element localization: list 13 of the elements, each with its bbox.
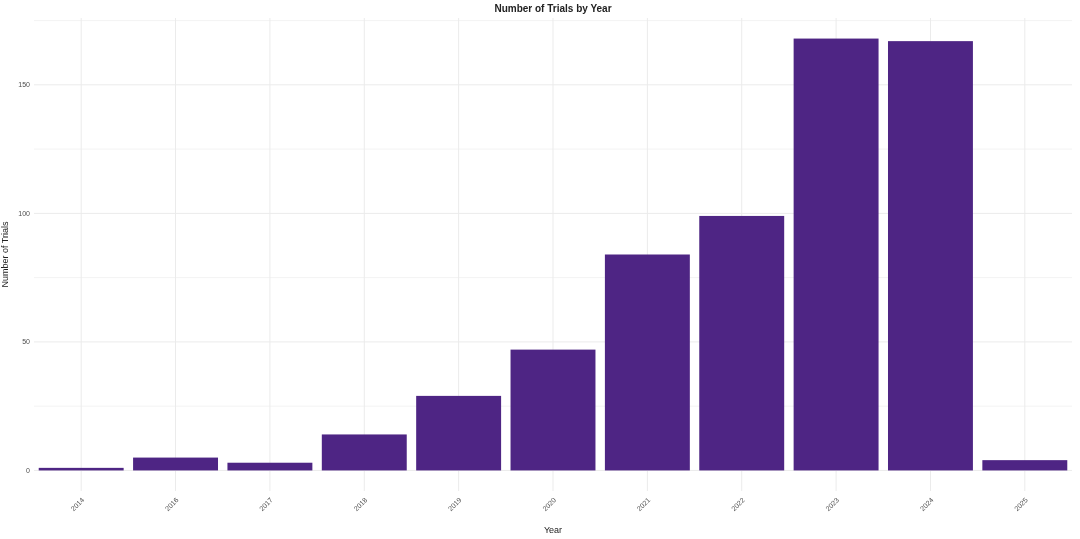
bar xyxy=(604,254,690,471)
bar xyxy=(887,41,973,471)
bar xyxy=(227,462,313,471)
bar xyxy=(510,349,596,471)
chart-title: Number of Trials by Year xyxy=(494,3,612,14)
x-axis-title: Year xyxy=(543,525,563,535)
y-axis-title: Number of Trials xyxy=(0,221,10,288)
bar xyxy=(793,38,879,471)
bar xyxy=(699,215,785,471)
bar xyxy=(982,460,1068,471)
bar xyxy=(416,395,502,471)
bar xyxy=(321,434,407,471)
bar xyxy=(133,457,219,471)
